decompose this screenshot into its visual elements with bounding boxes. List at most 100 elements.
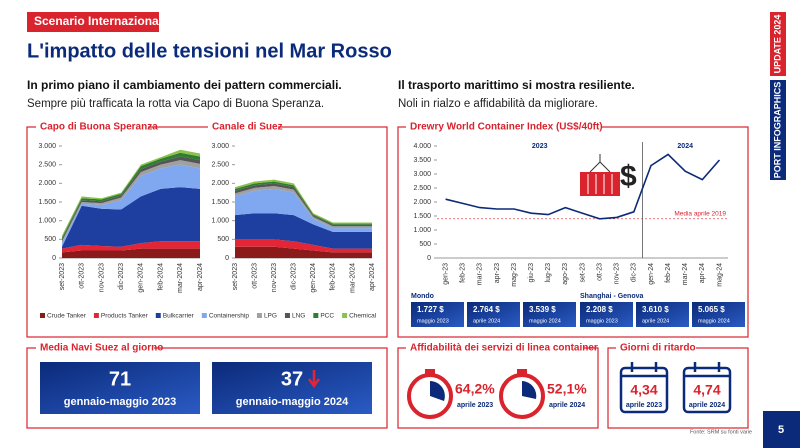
- y-tick-label: 1.000: [413, 227, 431, 234]
- legend-label: PCC: [320, 313, 334, 320]
- index-value: 2.208 $: [586, 305, 613, 314]
- legend-label: Bulkcarrier: [163, 313, 195, 320]
- legend-swatch: [342, 313, 348, 318]
- label-bg: [406, 342, 584, 354]
- tag-bg: [27, 12, 159, 32]
- x-tick-label: nov-23: [614, 263, 621, 285]
- intro-heading: In primo piano il cambiamento dei patter…: [27, 78, 342, 92]
- legend-swatch: [313, 313, 319, 318]
- index-period: aprile 2024: [642, 318, 669, 324]
- index-period: maggio 2023: [417, 318, 449, 324]
- x-tick-label: mag-24: [716, 263, 723, 287]
- label-bg: [36, 121, 148, 133]
- x-tick-label: ago-23: [562, 263, 569, 285]
- index-box: [580, 302, 633, 327]
- panel-title: Drewry World Container Index (US$/40ft): [410, 122, 603, 133]
- x-tick-label: apr-2024: [369, 263, 376, 291]
- area: [62, 187, 200, 249]
- index-box: [636, 302, 689, 327]
- area: [62, 164, 200, 247]
- x-tick-label: mar-2024: [349, 263, 356, 293]
- index-value: 3.610 $: [642, 305, 669, 314]
- x-tick-label: lug-23: [545, 263, 552, 283]
- line: [445, 153, 721, 220]
- index-box: [692, 302, 745, 327]
- legend-label: Chemical: [349, 313, 377, 320]
- stat-period: aprile 2024: [549, 402, 585, 409]
- x-tick-label: giu-23: [528, 263, 535, 283]
- y-tick-label: 2.000: [38, 180, 56, 187]
- y-tick-label: 500: [217, 236, 229, 243]
- x-tick-label: dic-23: [631, 263, 638, 282]
- y-tick-label: 1.000: [211, 218, 229, 225]
- panel: [26, 347, 388, 429]
- area: [235, 188, 372, 232]
- tag: Scenario Internazionale: [34, 14, 169, 28]
- x-tick-label: ott-23: [596, 263, 603, 281]
- y-tick-label: 1.500: [413, 213, 431, 220]
- x-tick-label: nov-2023: [271, 263, 278, 292]
- index-box: [411, 302, 464, 327]
- y-tick-label: 2.500: [413, 185, 431, 192]
- x-tick-label: apr-24: [699, 263, 706, 283]
- index-value: 2.764 $: [473, 305, 500, 314]
- y-tick-label: 3.000: [413, 171, 431, 178]
- panel-title: Giorni di ritardo: [620, 343, 696, 354]
- legend-swatch: [284, 313, 290, 318]
- stat-box: [40, 362, 200, 414]
- intro-text: Sempre più trafficata la rotta via Capo …: [27, 98, 324, 110]
- label-bg: [36, 342, 154, 354]
- x-tick-label: apr-23: [494, 263, 501, 283]
- y-tick-label: 2.500: [38, 162, 56, 169]
- x-tick-label: set-23: [579, 263, 586, 283]
- legend-swatch: [40, 313, 45, 318]
- index-period: maggio 2023: [586, 318, 618, 324]
- area: [235, 179, 372, 224]
- stat-period: aprile 2023: [626, 402, 662, 409]
- intro-text: Noli in rialzo e affidabilità da miglior…: [398, 98, 598, 110]
- legend-label: LPG: [264, 313, 277, 320]
- label-bg: [406, 121, 602, 133]
- panel: [607, 347, 749, 429]
- panel-title: Capo di Buona Speranza: [40, 122, 158, 133]
- stat-value: 64,2%: [455, 381, 495, 397]
- y-tick-label: 2.000: [413, 199, 431, 206]
- y-tick-label: 0: [52, 255, 56, 262]
- y-tick-label: 500: [44, 236, 56, 243]
- svg-text:$: $: [620, 160, 637, 193]
- x-tick-label: dic-2023: [118, 263, 125, 290]
- stat-value: 4,34: [630, 382, 657, 398]
- stat-box: [212, 362, 372, 414]
- area: [235, 183, 372, 227]
- y-tick-label: 4.000: [413, 143, 431, 150]
- index-region: Mondo: [411, 293, 434, 300]
- y-tick-label: 3.000: [38, 143, 56, 150]
- stat-value: 37: [281, 368, 303, 390]
- x-tick-label: feb-23: [460, 263, 467, 283]
- side-update-bg: [770, 12, 786, 76]
- index-value: 1.727 $: [417, 305, 444, 314]
- x-tick-label: feb-24: [665, 263, 672, 283]
- x-tick-label: ott-2023: [79, 263, 86, 289]
- stat-value: 71: [109, 368, 131, 390]
- x-tick-label: gen-2024: [138, 263, 145, 293]
- x-tick-label: feb-2024: [157, 263, 164, 291]
- label-bg: [208, 121, 278, 133]
- stat-value: 52,1%: [547, 381, 587, 397]
- y-tick-label: 1.500: [38, 199, 56, 206]
- x-tick-label: dic-2023: [291, 263, 298, 290]
- legend-swatch: [256, 313, 262, 318]
- page-number: 5: [778, 424, 784, 436]
- x-tick-label: ott-2023: [251, 263, 258, 289]
- panel-title: Canale di Suez: [212, 122, 283, 133]
- y-tick-label: 1.000: [38, 218, 56, 225]
- panel: [26, 126, 388, 338]
- container-icon: $: [580, 154, 637, 196]
- stat-period: gennaio-maggio 2024: [236, 396, 349, 408]
- area: [62, 248, 200, 258]
- area: [235, 246, 372, 258]
- stat-period: aprile 2023: [457, 402, 493, 409]
- area: [235, 185, 372, 229]
- x-tick-label: mar-23: [477, 263, 484, 285]
